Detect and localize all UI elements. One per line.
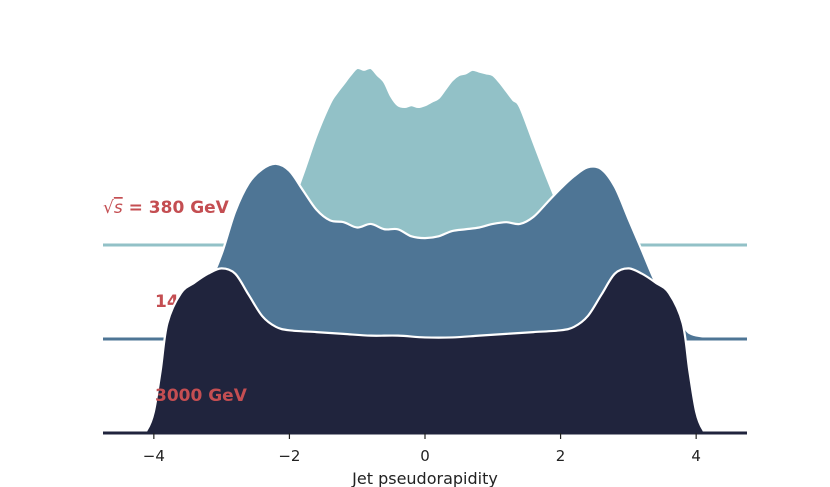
x-tick-label-1: −2 — [278, 447, 300, 465]
sqrt-symbol: √ — [103, 198, 114, 218]
ridge-area-1 — [103, 67, 747, 246]
ridge-area-3 — [103, 268, 747, 434]
x-axis: −4 −2 0 2 4 — [143, 433, 701, 465]
ridge-1: √s = 380 GeV — [102, 66, 748, 247]
ridge-area-2 — [103, 163, 747, 340]
x-tick-label-0: −4 — [143, 447, 165, 465]
ridge-outline-2 — [102, 162, 748, 341]
x-axis-label: Jet pseudorapidity — [351, 469, 498, 487]
sqrt-variable: s — [114, 198, 123, 218]
ridge-outline-1 — [102, 66, 748, 247]
x-tick-label-3: 2 — [556, 447, 566, 465]
x-tick-label-2: 0 — [420, 447, 430, 465]
x-tick-label-4: 4 — [691, 447, 701, 465]
series-label-3: 3000 GeV — [155, 386, 248, 406]
series-label-1: √s = 380 GeV — [103, 198, 230, 218]
series-label-text-1: = 380 GeV — [123, 198, 230, 218]
ridge-outline-3 — [102, 267, 748, 435]
